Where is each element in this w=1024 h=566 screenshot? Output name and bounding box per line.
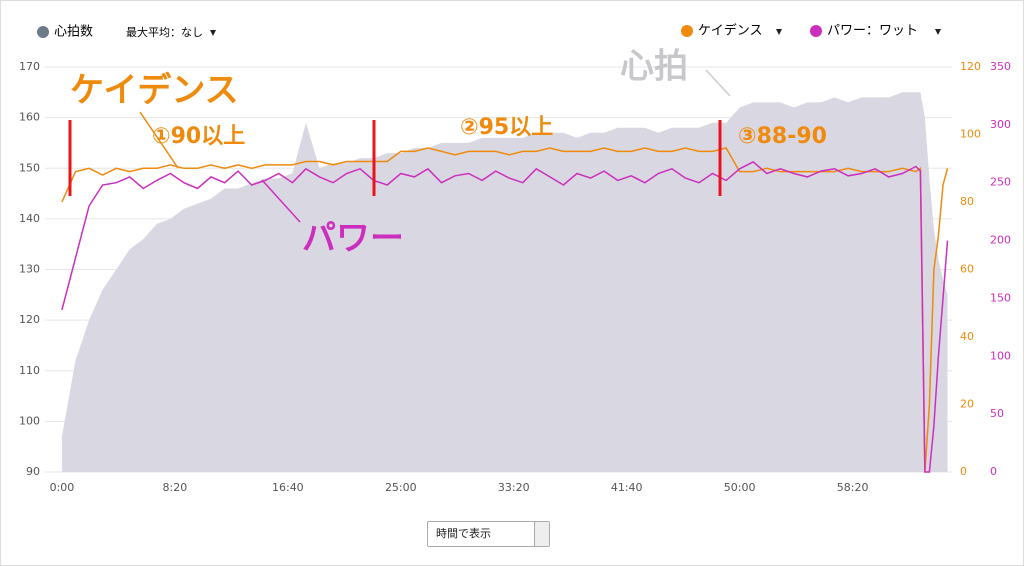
x-tick-label: 8:20 xyxy=(163,481,188,494)
y-tick-label: 100 xyxy=(19,414,40,427)
y-tick-label: 170 xyxy=(19,60,40,73)
leader xyxy=(139,111,179,169)
annotation: ③88-90 xyxy=(738,124,827,149)
y3-tick-label: 250 xyxy=(990,176,1011,189)
legend-label[interactable]: ケイデンス xyxy=(698,23,762,39)
leader xyxy=(261,179,301,223)
y-tick-label: 160 xyxy=(19,111,40,124)
y3-tick-label: 0 xyxy=(990,465,997,478)
dropdown-icon[interactable] xyxy=(210,30,216,36)
legend-dot xyxy=(37,26,49,38)
legend-dot xyxy=(681,25,693,37)
y2-tick-label: 120 xyxy=(960,60,981,73)
annotation: ケイデンス xyxy=(70,71,239,111)
dropdown-icon[interactable] xyxy=(776,29,782,35)
x-tick-label: 16:40 xyxy=(272,481,304,494)
y2-tick-label: 60 xyxy=(960,263,974,276)
x-tick-label: 25:00 xyxy=(385,481,417,494)
plot: 90 100 110 120 130 140 150 160 170 0 20 40 60 80 100 12… xyxy=(19,60,1011,494)
legend-label[interactable]: パワー：ワット xyxy=(827,24,918,39)
x-tick-label: 58:20 xyxy=(837,481,869,494)
y2-tick-label: 100 xyxy=(960,128,981,141)
annotation: ①90以上 xyxy=(152,124,245,149)
y3-tick-label: 350 xyxy=(990,60,1011,73)
y3-tick-label: 150 xyxy=(990,291,1011,304)
x-tick-label: 33:20 xyxy=(498,481,530,494)
y-tick-label: 90 xyxy=(26,465,40,478)
annotation: パワー xyxy=(302,219,404,259)
line xyxy=(61,161,949,473)
x-tick-label: 0:00 xyxy=(50,481,75,494)
select-button[interactable] xyxy=(534,522,549,546)
y3-tick-label: 50 xyxy=(990,407,1004,420)
annotation: ②95以上 xyxy=(460,115,553,140)
max-average-control[interactable]: 最大平均：なし xyxy=(126,25,203,39)
legend-dot xyxy=(810,25,822,37)
y-tick-label: 120 xyxy=(19,313,40,326)
y-tick-label: 150 xyxy=(19,161,40,174)
x-tick-label: 50:00 xyxy=(724,481,756,494)
view-select-label: 時間で表示 xyxy=(436,527,491,540)
view-select[interactable]: 時間で表示 xyxy=(427,521,550,547)
y-tick-label: 140 xyxy=(19,212,40,225)
legend-label[interactable]: 心拍数 xyxy=(54,25,93,40)
y-tick-label: 110 xyxy=(19,364,40,377)
line xyxy=(61,147,949,473)
annotation: 心拍 xyxy=(620,47,688,87)
y-tick-label: 130 xyxy=(19,263,40,276)
leader xyxy=(705,69,731,97)
y2-tick-label: 40 xyxy=(960,330,974,343)
y3-tick-label: 300 xyxy=(990,118,1011,131)
y2-tick-label: 0 xyxy=(960,465,967,478)
area xyxy=(61,92,948,473)
y3-tick-label: 100 xyxy=(990,349,1011,362)
x-tick-label: 41:40 xyxy=(611,481,643,494)
y2-tick-label: 80 xyxy=(960,195,974,208)
y3-tick-label: 200 xyxy=(990,234,1011,247)
dropdown-icon[interactable] xyxy=(935,29,941,35)
annotations: ケイデンス ①90以上 ②95以上 ③88-90 心拍 パワー xyxy=(68,47,827,259)
y2-tick-label: 20 xyxy=(960,398,974,411)
